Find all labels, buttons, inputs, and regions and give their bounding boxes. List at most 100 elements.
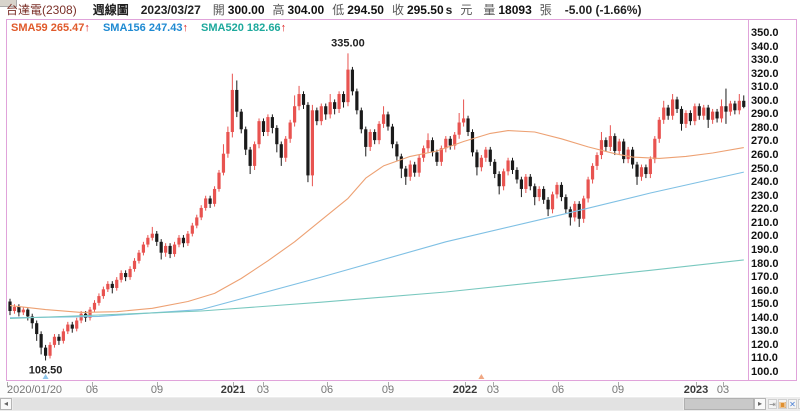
candle-up xyxy=(586,179,590,199)
candle-down xyxy=(493,161,497,175)
candle-down xyxy=(724,106,728,112)
candle-up xyxy=(293,106,297,123)
time-tick-label: 06 xyxy=(320,384,334,396)
scroll-right-button[interactable]: ▸ xyxy=(754,398,766,410)
candle-down xyxy=(208,198,212,204)
candle-down xyxy=(110,283,114,288)
up-arrow-icon: ↑ xyxy=(182,22,188,34)
sma-legend: SMA59 265.47↑ SMA156 247.43↑ SMA520 182.… xyxy=(11,22,296,34)
candle-down xyxy=(470,131,475,153)
candle-up xyxy=(328,102,332,115)
candle-up xyxy=(221,153,226,173)
scroll-end-icon[interactable]: ⇥ xyxy=(768,399,777,409)
candle-up xyxy=(617,141,621,151)
candle-up xyxy=(444,138,448,149)
candle-down xyxy=(635,164,639,177)
candle-down xyxy=(270,117,274,128)
price-tick-label: 340.0 xyxy=(751,40,779,53)
candle-up xyxy=(115,279,119,288)
candle-down xyxy=(715,111,719,119)
price-tick-label: 280.0 xyxy=(751,121,779,134)
price-tick-label: 180.0 xyxy=(751,257,779,270)
candle-up xyxy=(150,233,154,238)
candle-up xyxy=(461,118,466,123)
close-suffix: s xyxy=(445,2,453,17)
candle-up xyxy=(693,106,697,122)
scrollbar-thumb[interactable] xyxy=(684,398,754,410)
candle-down xyxy=(559,184,564,198)
h-scrollbar: ◂ ▸ ⇥▣✕✕▨ xyxy=(0,397,800,411)
candle-up xyxy=(106,283,110,290)
candle-down xyxy=(644,167,648,175)
candle-down xyxy=(488,149,492,162)
chart-tool-icon-2[interactable]: ✕ xyxy=(788,399,797,409)
candle-down xyxy=(564,197,568,210)
candle-up xyxy=(204,198,208,208)
candle-down xyxy=(30,316,34,324)
candle-down xyxy=(386,114,390,127)
candle-up xyxy=(297,94,301,107)
volume-label: 量 xyxy=(483,3,496,17)
candle-up xyxy=(252,144,257,166)
candle-up xyxy=(92,302,97,310)
candle-down xyxy=(497,174,501,187)
sma59-line xyxy=(9,130,744,313)
quote-date: 2023/03/27 xyxy=(140,2,201,17)
candle-down xyxy=(528,176,532,187)
candle-down xyxy=(155,233,159,242)
candle-up xyxy=(439,148,443,162)
candle-up xyxy=(172,244,177,255)
time-tick-label: 2023 xyxy=(683,384,709,396)
candle-up xyxy=(97,296,101,303)
candle-down xyxy=(733,103,737,111)
chart-tool-icon-1[interactable]: ▣ xyxy=(778,399,787,409)
candle-down xyxy=(333,102,337,109)
open-value: 300.00 xyxy=(227,2,265,17)
candle-up xyxy=(671,99,675,116)
time-tick xyxy=(558,382,559,387)
candle-up xyxy=(186,233,190,244)
price-tick-label: 210.0 xyxy=(751,216,779,229)
price-tick-label: 320.0 xyxy=(751,67,779,80)
candle-down xyxy=(542,188,546,200)
candle-up xyxy=(728,103,733,112)
candle-down xyxy=(688,113,692,122)
time-tick xyxy=(92,382,93,387)
time-tick-label: 2020/01/20 xyxy=(7,384,63,396)
price-tick-label: 290.0 xyxy=(751,108,779,121)
candle-up xyxy=(573,203,577,218)
up-arrow-icon: ↑ xyxy=(84,22,90,34)
scrollbar-track[interactable] xyxy=(13,398,683,410)
price-tick-label: 200.0 xyxy=(751,230,779,243)
sma520-legend: SMA520 182.66↑ xyxy=(201,22,287,34)
up-arrow-icon: ↑ xyxy=(280,22,287,34)
change-value: -5.00 (-1.66%) xyxy=(564,2,642,17)
candle-down xyxy=(546,199,550,210)
price-tick-label: 260.0 xyxy=(751,149,779,162)
sma520-line xyxy=(9,259,744,320)
price-tick-label: 150.0 xyxy=(751,298,779,311)
quote-header: 台達電(2308) 週線圖 2023/03/27 開 300.00 高 304.… xyxy=(4,0,800,19)
candle-up xyxy=(453,134,457,146)
candle-up xyxy=(284,138,288,158)
price-tick-label: 300.0 xyxy=(751,94,779,107)
candle-up xyxy=(653,138,657,160)
scroll-left-button[interactable]: ◂ xyxy=(0,398,12,410)
candle-down xyxy=(475,152,479,168)
time-tick xyxy=(263,382,264,387)
candle-up xyxy=(639,167,644,177)
chart-plot-area[interactable]: 335.00 108.50 xyxy=(7,20,749,380)
candle-down xyxy=(17,306,21,313)
candle-down xyxy=(399,156,403,169)
candle-down xyxy=(244,129,248,150)
candle-up xyxy=(266,117,270,132)
candle-down xyxy=(706,107,710,120)
candle-down xyxy=(448,138,452,146)
high-value: 304.00 xyxy=(287,2,325,17)
candle-up xyxy=(75,320,79,329)
time-tick xyxy=(696,382,697,387)
candle-down xyxy=(613,136,617,151)
chart-type-label: 週線圖 xyxy=(92,3,129,17)
candle-up xyxy=(226,131,230,154)
price-tick-label: 140.0 xyxy=(751,311,779,324)
